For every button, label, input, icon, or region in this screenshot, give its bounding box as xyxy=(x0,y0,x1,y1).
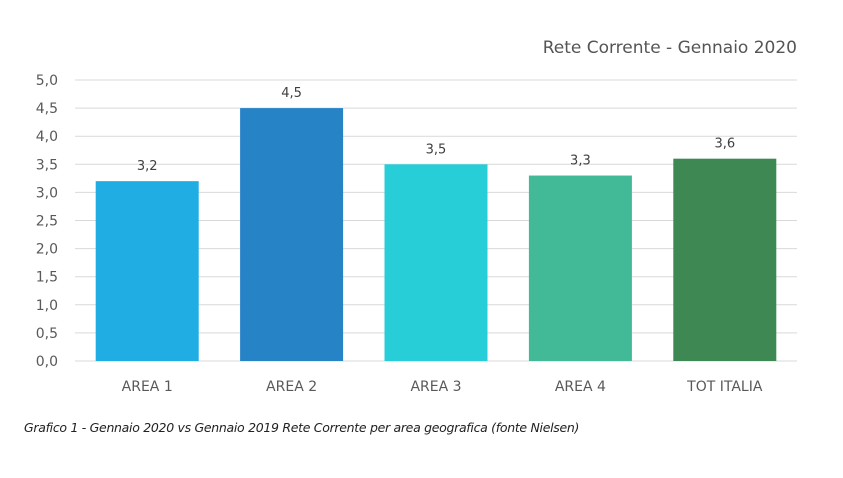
bar xyxy=(384,164,488,361)
x-tick-label: AREA 2 xyxy=(266,379,317,395)
y-tick-label: 1,0 xyxy=(36,298,58,314)
y-tick-label: 0,5 xyxy=(36,326,58,342)
bar xyxy=(95,181,199,361)
bar xyxy=(673,158,777,361)
x-tick-label: AREA 4 xyxy=(555,379,606,395)
y-tick-label: 4,5 xyxy=(36,101,58,117)
bar xyxy=(528,175,632,361)
data-label: 3,5 xyxy=(426,142,447,157)
data-label: 4,5 xyxy=(281,86,302,101)
y-tick-label: 5,0 xyxy=(36,73,58,89)
y-tick-label: 0,0 xyxy=(36,354,58,370)
y-tick-label: 3,0 xyxy=(36,185,58,201)
chart-caption: Grafico 1 - Gennaio 2020 vs Gennaio 2019… xyxy=(24,420,580,435)
y-tick-label: 2,5 xyxy=(36,214,58,230)
data-label: 3,6 xyxy=(714,137,735,152)
x-tick-label: TOT ITALIA xyxy=(686,379,763,395)
y-tick-label: 3,5 xyxy=(36,157,58,173)
x-tick-label: AREA 3 xyxy=(410,379,461,395)
data-label: 3,3 xyxy=(570,154,591,169)
y-tick-label: 1,5 xyxy=(36,270,58,286)
y-tick-label: 4,0 xyxy=(36,129,58,145)
bar xyxy=(240,108,344,361)
x-tick-label: AREA 1 xyxy=(122,379,173,395)
chart-title: Rete Corrente - Gennaio 2020 xyxy=(543,38,797,58)
y-tick-label: 2,0 xyxy=(36,242,58,258)
data-label: 3,2 xyxy=(137,159,158,174)
